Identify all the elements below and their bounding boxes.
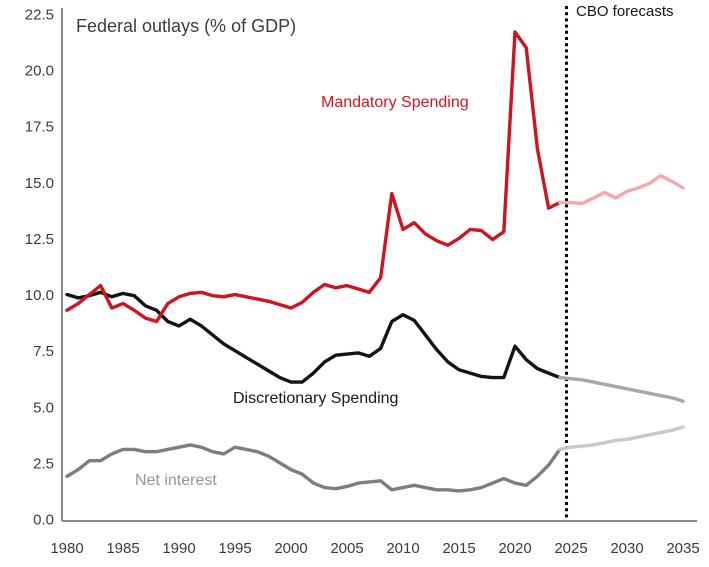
y-axis-tick-label: 7.5: [33, 343, 54, 360]
net-interest-line-forecast: [558, 425, 685, 452]
x-axis-tick-label: 2015: [442, 540, 475, 557]
mandatory-spending-line-historical: [65, 30, 562, 324]
x-axis-tick-label: 2030: [610, 540, 643, 557]
y-axis-tick-label: 17.5: [25, 119, 54, 136]
y-axis-tick-label: 2.5: [33, 455, 54, 472]
x-axis-tick-label: 2005: [330, 540, 363, 557]
x-axis-tick-label: 2035: [666, 540, 699, 557]
x-axis-tick-label: 2020: [498, 540, 531, 557]
x-axis-tick-label: 1980: [50, 540, 83, 557]
x-axis-tick-label: 2010: [386, 540, 419, 557]
y-axis-tick-label: 0.0: [33, 512, 54, 529]
x-axis-tick-label: 2000: [274, 540, 307, 557]
discretionary-spending-series-label: Discretionary Spending: [233, 390, 399, 407]
y-axis-tick-label: 12.5: [25, 231, 54, 248]
mandatory-spending-line-forecast: [558, 173, 685, 206]
discretionary-spending-line-forecast: [558, 375, 685, 403]
y-axis-tick-label: 5.0: [33, 399, 54, 416]
y-axis-tick-label: 22.5: [25, 7, 54, 24]
x-axis-tick-label: 1990: [162, 540, 195, 557]
x-axis-tick-label: 1995: [218, 540, 251, 557]
y-axis-tick-label: 20.0: [25, 63, 54, 80]
net-interest-line-historical: [65, 443, 562, 493]
y-axis-tick-label: 15.0: [25, 175, 54, 192]
discretionary-spending-line-historical: [65, 290, 562, 384]
y-axis-tick-label: 10.0: [25, 287, 54, 304]
x-axis-tick-label: 2025: [554, 540, 587, 557]
chart-title: Federal outlays (% of GDP): [76, 16, 297, 36]
mandatory-spending-series-label: Mandatory Spending: [321, 94, 469, 111]
cbo-forecasts-label: CBO forecasts: [576, 3, 674, 20]
net-interest-series-label: Net interest: [135, 472, 217, 489]
x-axis-tick-label: 1985: [106, 540, 139, 557]
